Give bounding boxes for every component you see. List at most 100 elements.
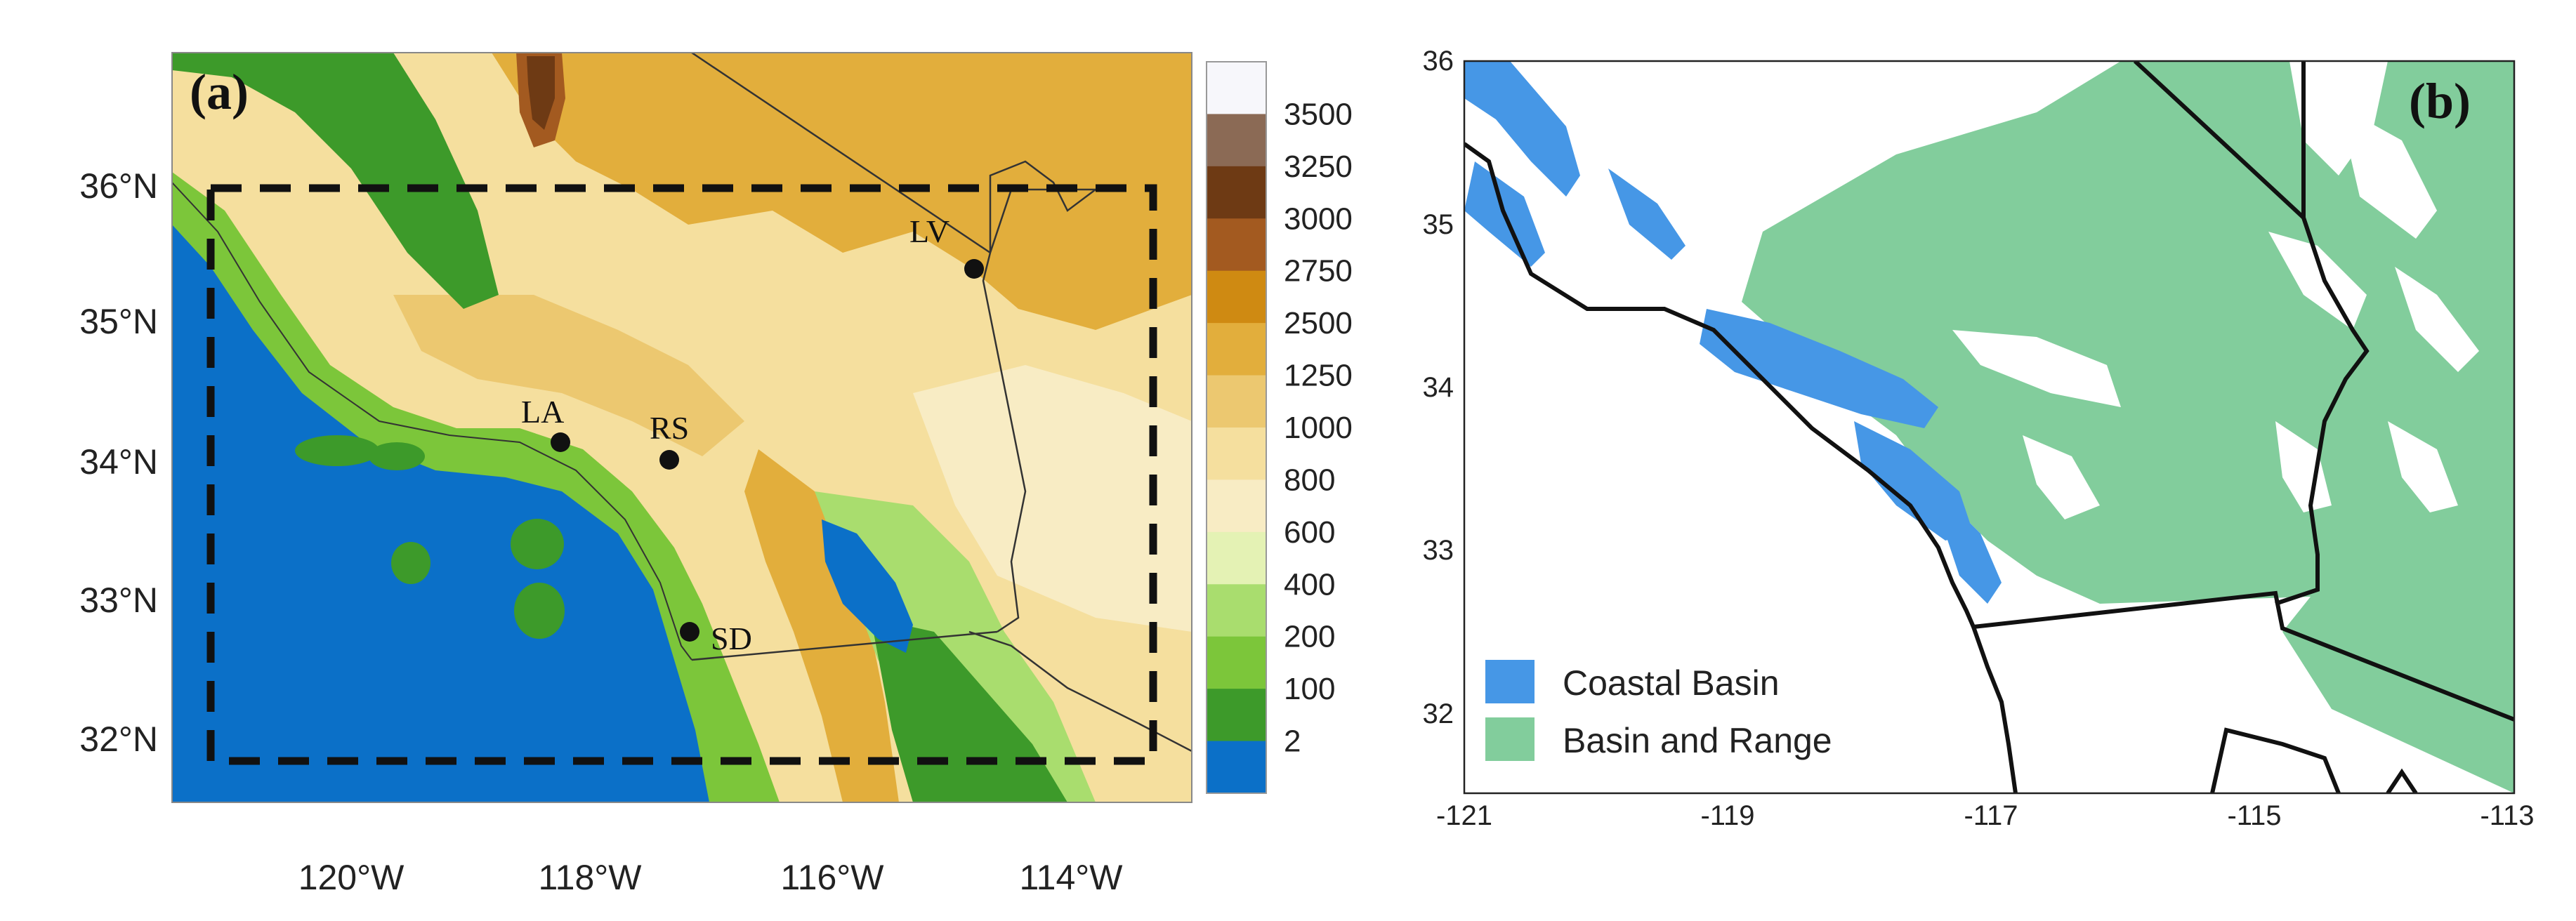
channel-island	[295, 435, 379, 466]
ca-nv-border	[2133, 61, 2306, 220]
colorbar-swatch	[1207, 270, 1266, 324]
lat-tick-label: 33	[1423, 535, 1454, 566]
elevation-map-area	[172, 53, 1192, 802]
colorbar-swatch	[1207, 741, 1266, 794]
colorbar-swatch	[1207, 636, 1266, 689]
panel-a-lat-axis: 36°N 35°N 34°N 33°N 32°N	[79, 166, 158, 759]
panel-b-lat-axis: 36 35 34 33 32	[1423, 46, 1454, 729]
colorbar-swatch	[1207, 375, 1266, 428]
lon-tick-label: 116°W	[781, 858, 885, 897]
channel-island	[511, 519, 564, 569]
colorbar-swatch	[1207, 166, 1266, 219]
basin-white-patch	[2339, 105, 2437, 239]
basin-white-patch	[2289, 61, 2388, 175]
basin-white-patch	[2275, 421, 2332, 512]
lat-tick-label: 34	[1423, 372, 1454, 403]
desert-light-region	[913, 365, 1192, 632]
coastal-basin-region	[1700, 309, 1938, 428]
low-desert-green	[871, 618, 1067, 802]
province-legend: Coastal Basin Basin and Range	[1485, 660, 1832, 761]
city-marker-rs	[659, 450, 679, 470]
basin-white-patch	[1854, 61, 1896, 140]
colorbar-level-label: 100	[1284, 672, 1335, 706]
ca-az-border	[2275, 61, 2370, 606]
panel-a-elevation-map: (a) LV LA RS SD 36°N 35°N 34°N 33°N 32°N…	[79, 52, 1353, 897]
colorbar-swatch	[1207, 584, 1266, 637]
city-marker-la	[551, 432, 570, 452]
basin-white-patch	[2388, 421, 2458, 512]
lat-tick-label: 36	[1423, 46, 1454, 77]
channel-island	[391, 542, 431, 584]
colorbar-level-label: 3000	[1284, 201, 1353, 236]
lat-tick-label: 35	[1423, 209, 1454, 240]
legend-swatch-coastal-basin	[1485, 660, 1535, 703]
western-mountains-green	[172, 53, 499, 309]
colorbar-swatch	[1207, 689, 1266, 742]
state-border-ca-nv	[691, 53, 991, 254]
colorbar-swatch	[1207, 479, 1266, 533]
lon-tick-label: 118°W	[539, 858, 643, 897]
lon-tick-label: 114°W	[1020, 858, 1124, 897]
colorbar-swatch	[1207, 218, 1266, 272]
us-mexico-border	[1973, 590, 2514, 722]
lon-tick-label: 120°W	[298, 858, 405, 897]
province-map-area	[1464, 61, 2514, 793]
colorbar-level-label: 1000	[1284, 411, 1353, 445]
legend-label-basin-and-range: Basin and Range	[1563, 721, 1832, 760]
colorbar-level-label: 2500	[1284, 306, 1353, 340]
mid-tan-region	[393, 295, 744, 456]
colorbar-swatch	[1207, 428, 1266, 480]
coastline	[1464, 142, 2018, 793]
city-label-la: LA	[521, 394, 564, 430]
basin-white-patch	[1952, 330, 2121, 407]
salton-sea	[822, 519, 913, 653]
city-markers: LV LA RS SD	[521, 213, 984, 656]
colorbar-level-label: 600	[1284, 515, 1335, 550]
lat-tick-label: 36°N	[79, 166, 158, 206]
panel-b-letter: (b)	[2409, 73, 2471, 129]
coastal-basin-region	[1608, 168, 1685, 260]
lon-tick-label: -119	[1700, 800, 1754, 831]
basin-and-range-region	[1742, 61, 2514, 793]
colorbar-level-label: 3250	[1284, 150, 1353, 184]
domain-dashed-box	[206, 184, 1157, 765]
panel-b-lon-axis: -121 -119 -117 -115 -113	[1436, 800, 2535, 831]
colorbar-level-label: 400	[1284, 567, 1335, 602]
lon-tick-label: -121	[1436, 800, 1492, 831]
channel-island	[369, 442, 425, 470]
lon-tick-label: -117	[1964, 800, 2018, 831]
city-marker-lv	[964, 259, 984, 279]
colorbar-swatch	[1207, 531, 1266, 585]
high-plateau-region	[492, 53, 1192, 330]
coastal-basin-region	[1938, 491, 2002, 604]
panel-a-frame	[171, 52, 1192, 803]
panel-b-province-map: (b) 36 35 34 33 32 -121 -119 -117 -115 -…	[1423, 46, 2535, 831]
lon-tick-label: -115	[2227, 800, 2281, 831]
lat-tick-label: 35°N	[79, 302, 158, 341]
lat-tick-label: 32	[1423, 698, 1454, 729]
elevation-colorbar: 3500 3250 3000 2750 2500 1250 1000 800 600 400 200…	[1206, 61, 1353, 794]
colorbar-level-label: 2	[1284, 724, 1301, 759]
colorbar-level-label: 200	[1284, 620, 1335, 654]
legend-label-coastal-basin: Coastal Basin	[1563, 663, 1780, 703]
colorbar-frame	[1206, 61, 1267, 794]
green-valley-east	[815, 491, 1096, 802]
lat-tick-label: 34°N	[79, 442, 158, 482]
city-marker-sd	[680, 622, 699, 642]
mountain-ridge-south	[744, 449, 899, 802]
colorbar-level-label: 3500	[1284, 97, 1353, 131]
lat-tick-label: 33°N	[79, 581, 158, 620]
colorbar-swatch	[1207, 114, 1266, 167]
colorbar-swatch	[1207, 323, 1266, 376]
city-label-rs: RS	[650, 410, 689, 446]
coastal-basin-region	[1464, 61, 1580, 197]
city-label-lv: LV	[909, 213, 949, 249]
coastline-outline	[172, 182, 692, 661]
basin-white-patch	[2268, 232, 2367, 330]
basin-white-patch	[2023, 435, 2100, 519]
panel-a-lon-axis: 120°W 118°W 116°W 114°W	[298, 858, 1124, 897]
pacific-ocean	[172, 225, 709, 802]
colorbar-level-label: 800	[1284, 463, 1335, 497]
channel-island	[514, 583, 565, 639]
